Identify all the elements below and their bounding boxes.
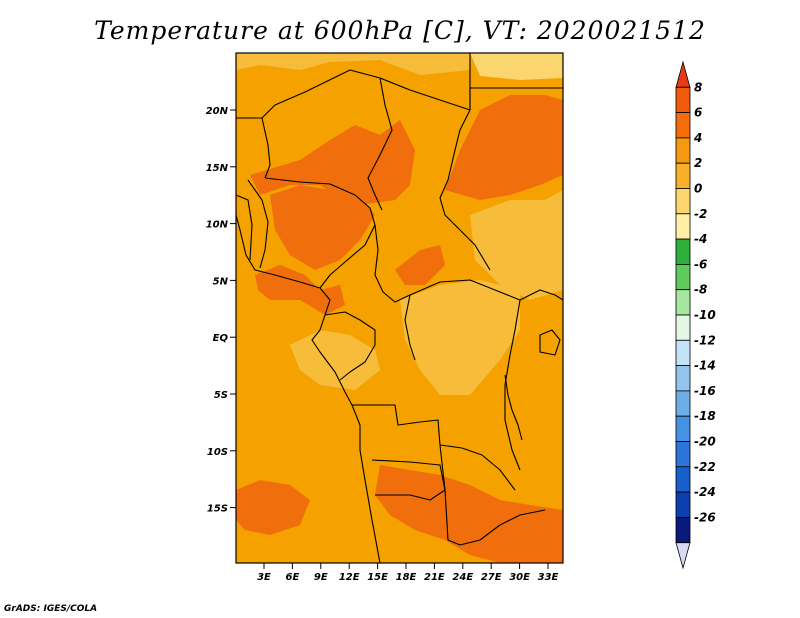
field-warm-northwest	[250, 120, 415, 205]
border-chad-sudan	[439, 109, 491, 271]
lat-axis: 20N 15N 10N 5N EQ 5S 10S 15S	[206, 106, 236, 515]
colorbar-label: -18	[694, 409, 716, 423]
colorbar-label: 2	[694, 156, 702, 170]
colorbar-top-arrow	[675, 60, 691, 88]
colorbar-swatch	[675, 238, 691, 265]
field-cool-east	[470, 190, 563, 300]
field-warm-central	[395, 245, 445, 285]
border-car-drc	[404, 294, 416, 361]
colorbar-label: -8	[694, 283, 707, 297]
colorbar-swatch	[675, 466, 691, 493]
colorbar-swatch	[675, 441, 691, 468]
border-sahel	[261, 117, 271, 179]
colorbar-swatch	[675, 365, 691, 392]
colorbar-label: -4	[694, 232, 707, 246]
border-drc-east	[504, 299, 521, 471]
colorbar-swatch	[675, 86, 691, 114]
colorbar-label: -14	[694, 359, 716, 373]
lon-tick-label: 15E	[367, 572, 388, 583]
lon-tick-label: 9E	[314, 572, 328, 583]
lon-tick-label: 27E	[481, 572, 502, 583]
lat-tick-label: 20N	[206, 106, 229, 117]
colorbar-swatch	[675, 390, 691, 417]
map-field	[236, 53, 563, 563]
lon-tick-label: 18E	[396, 572, 417, 583]
colorbar-label: -2	[694, 207, 707, 221]
colorbar-label: 0	[694, 182, 702, 196]
border-east-africa	[519, 289, 564, 301]
field-warm-northeast	[445, 95, 563, 200]
border-west-small-2	[235, 194, 253, 261]
lat-tick-label: 5S	[214, 390, 228, 401]
colorbar-swatch	[675, 517, 691, 544]
lon-tick-label: 24E	[452, 572, 473, 583]
border-drc-angola	[352, 404, 516, 491]
border-sahara-north	[236, 53, 471, 119]
lat-tick-label: 15S	[207, 504, 228, 515]
colorbar-label: 6	[694, 106, 702, 120]
colorbar-swatch	[675, 213, 691, 240]
colorbar-label: -10	[694, 308, 716, 322]
colorbar-swatch	[675, 491, 691, 518]
lon-tick-label: 30E	[509, 572, 530, 583]
lat-tick-label: 5N	[213, 276, 229, 287]
field-warm-gulf	[255, 265, 345, 315]
lat-tick-label: EQ	[213, 333, 229, 344]
border-libya-egypt	[469, 87, 563, 110]
colorbar-swatch	[675, 162, 691, 189]
colorbar-swatch	[675, 112, 691, 139]
lon-tick-label: 33E	[538, 572, 559, 583]
border-namibia	[371, 459, 446, 501]
field-warm-nigeria	[270, 185, 375, 270]
colorbar-swatch	[675, 289, 691, 316]
border-congo-gabon	[324, 311, 376, 381]
border-nigeria	[264, 177, 376, 289]
map-frame	[235, 52, 564, 564]
colorbar-label: -24	[694, 485, 716, 499]
field-cool-west	[290, 330, 380, 390]
field-cool-center	[400, 280, 520, 395]
colorbar-swatch	[675, 314, 691, 341]
border-west-small-1	[247, 179, 269, 269]
colorbar-swatch	[675, 415, 691, 442]
lake-victoria	[539, 329, 561, 356]
colorbar-label: -20	[694, 435, 716, 449]
lon-tick-label: 3E	[257, 572, 271, 583]
lon-tick-label: 6E	[286, 572, 300, 583]
lat-tick-label: 10S	[207, 447, 228, 458]
colorbar-label: -16	[694, 384, 716, 398]
coastline-west	[235, 214, 381, 564]
colorbar-swatch	[675, 137, 691, 164]
colorbar-swatch	[675, 263, 691, 291]
border-cameroon-car	[374, 224, 521, 303]
field-warm-south	[375, 465, 563, 563]
lon-axis: 3E 6E 9E 12E 15E 18E 21E 24E 27E 30E 33E	[257, 563, 559, 583]
field-pale-northeast	[470, 53, 563, 80]
lake-tanganyika	[504, 374, 523, 441]
map-borders	[235, 53, 564, 564]
colorbar: 8 6 4 2 0 -2 -4 -6 -8 -10 -12 -14 -16 -18 -20 -22 -24 -26	[675, 60, 716, 570]
border-niger-chad	[367, 77, 393, 211]
lon-tick-label: 12E	[339, 572, 360, 583]
border-zambia	[439, 444, 546, 546]
colorbar-bottom-arrow	[675, 542, 691, 570]
lat-tick-label: 15N	[206, 163, 229, 174]
colorbar-label: -12	[694, 333, 716, 347]
colorbar-label: -22	[694, 460, 716, 474]
colorbar-label: -26	[694, 510, 716, 524]
lon-tick-label: 21E	[424, 572, 445, 583]
colorbar-label: 8	[694, 80, 702, 94]
colorbar-swatch	[675, 188, 691, 215]
colorbar-swatch	[675, 339, 691, 366]
colorbar-label: -6	[694, 257, 707, 271]
field-warm-southwest	[236, 480, 310, 535]
credit-text: GrADS: IGES/COLA	[4, 604, 98, 614]
chart-title: Temperature at 600hPa [C], VT: 202002151…	[94, 16, 706, 45]
field-cool-north	[236, 53, 470, 75]
lat-tick-label: 10N	[206, 220, 229, 231]
colorbar-label: 4	[693, 131, 702, 145]
